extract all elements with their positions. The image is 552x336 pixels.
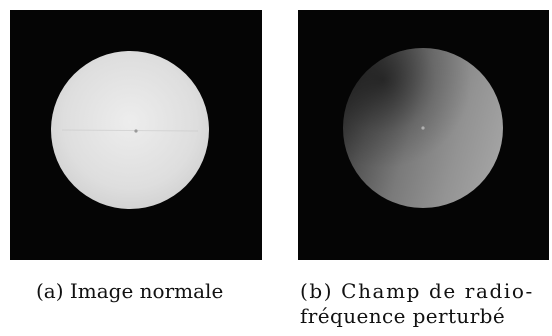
center-marker <box>421 126 425 130</box>
perturbed-sphere-image <box>298 10 549 260</box>
normal-sphere-image <box>10 10 262 260</box>
caption-b-line1: (b) Champ de radio- <box>300 279 534 303</box>
normal-image-panel <box>10 10 262 260</box>
caption-a: (a) Image normale <box>36 279 224 303</box>
artifact-line <box>61 129 199 132</box>
center-marker <box>134 129 138 133</box>
perturbed-image-panel <box>298 10 549 260</box>
caption-b-line2: fréquence perturbé <box>300 304 506 328</box>
